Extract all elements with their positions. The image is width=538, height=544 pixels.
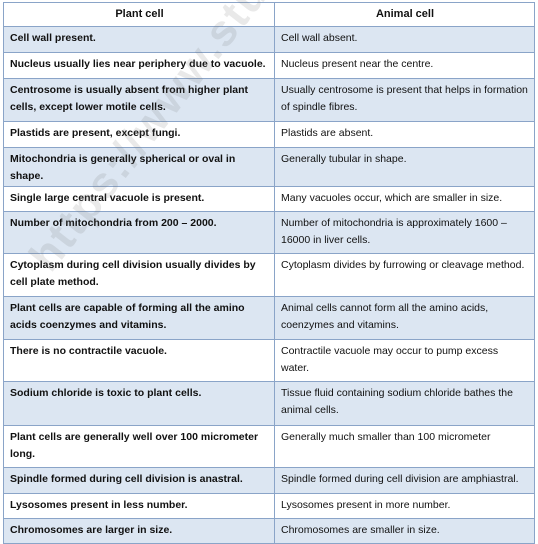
animal-cell-cell: Cell wall absent. — [274, 26, 535, 53]
table-row: Plant cells are generally well over 100 … — [3, 425, 535, 468]
table-row: Nucleus usually lies near periphery due … — [3, 52, 535, 79]
animal-cell-cell: Many vacuoles occur, which are smaller i… — [274, 186, 535, 212]
plant-cell-cell: Plant cells are capable of forming all t… — [3, 296, 275, 340]
table-row: Sodium chloride is toxic to plant cells.… — [3, 381, 535, 426]
header-animal-cell: Animal cell — [274, 2, 535, 27]
plant-cell-cell: Nucleus usually lies near periphery due … — [3, 52, 275, 79]
animal-cell-cell: Contractile vacuole may occur to pump ex… — [274, 339, 535, 382]
table-row: Cell wall present. Cell wall absent. — [3, 26, 535, 53]
animal-cell-cell: Usually centrosome is present that helps… — [274, 78, 535, 122]
animal-cell-cell: Number of mitochondria is approximately … — [274, 211, 535, 254]
animal-cell-cell: Nucleus present near the centre. — [274, 52, 535, 79]
table-row: Plastids are present, except fungi. Plas… — [3, 121, 535, 148]
plant-cell-cell: Number of mitochondria from 200 – 2000. — [3, 211, 275, 254]
plant-cell-cell: Cell wall present. — [3, 26, 275, 53]
plant-cell-cell: Sodium chloride is toxic to plant cells. — [3, 381, 275, 426]
animal-cell-cell: Animal cells cannot form all the amino a… — [274, 296, 535, 340]
table-row: Centrosome is usually absent from higher… — [3, 78, 535, 122]
plant-cell-cell: Cytoplasm during cell division usually d… — [3, 253, 275, 297]
plant-cell-cell: Plastids are present, except fungi. — [3, 121, 275, 148]
plant-cell-cell: Lysosomes present in less number. — [3, 493, 275, 519]
plant-vs-animal-cell-table: Plant cell Animal cell Cell wall present… — [3, 2, 535, 544]
comparison-table-container: Plant cell Animal cell Cell wall present… — [3, 2, 535, 544]
plant-cell-cell: Chromosomes are larger in size. — [3, 518, 275, 544]
animal-cell-cell: Cytoplasm divides by furrowing or cleava… — [274, 253, 535, 297]
animal-cell-cell: Generally much smaller than 100 micromet… — [274, 425, 535, 468]
table-row: Spindle formed during cell division is a… — [3, 467, 535, 494]
table-row: Plant cells are capable of forming all t… — [3, 296, 535, 340]
animal-cell-cell: Generally tubular in shape. — [274, 147, 535, 187]
table-row: Lysosomes present in less number. Lysoso… — [3, 493, 535, 519]
header-plant-cell: Plant cell — [3, 2, 275, 27]
table-row: Number of mitochondria from 200 – 2000. … — [3, 211, 535, 254]
animal-cell-cell: Lysosomes present in more number. — [274, 493, 535, 519]
table-row: Chromosomes are larger in size. Chromoso… — [3, 518, 535, 544]
plant-cell-cell: Centrosome is usually absent from higher… — [3, 78, 275, 122]
table-header-row: Plant cell Animal cell — [3, 2, 535, 27]
plant-cell-cell: Mitochondria is generally spherical or o… — [3, 147, 275, 187]
plant-cell-cell: Single large central vacuole is present. — [3, 186, 275, 212]
animal-cell-cell: Chromosomes are smaller in size. — [274, 518, 535, 544]
plant-cell-cell: Plant cells are generally well over 100 … — [3, 425, 275, 468]
animal-cell-cell: Tissue fluid containing sodium chloride … — [274, 381, 535, 426]
plant-cell-cell: Spindle formed during cell division is a… — [3, 467, 275, 494]
table-row: There is no contractile vacuole. Contrac… — [3, 339, 535, 382]
animal-cell-cell: Plastids are absent. — [274, 121, 535, 148]
table-row: Mitochondria is generally spherical or o… — [3, 147, 535, 187]
table-row: Cytoplasm during cell division usually d… — [3, 253, 535, 297]
plant-cell-cell: There is no contractile vacuole. — [3, 339, 275, 382]
animal-cell-cell: Spindle formed during cell division are … — [274, 467, 535, 494]
table-row: Single large central vacuole is present.… — [3, 186, 535, 212]
